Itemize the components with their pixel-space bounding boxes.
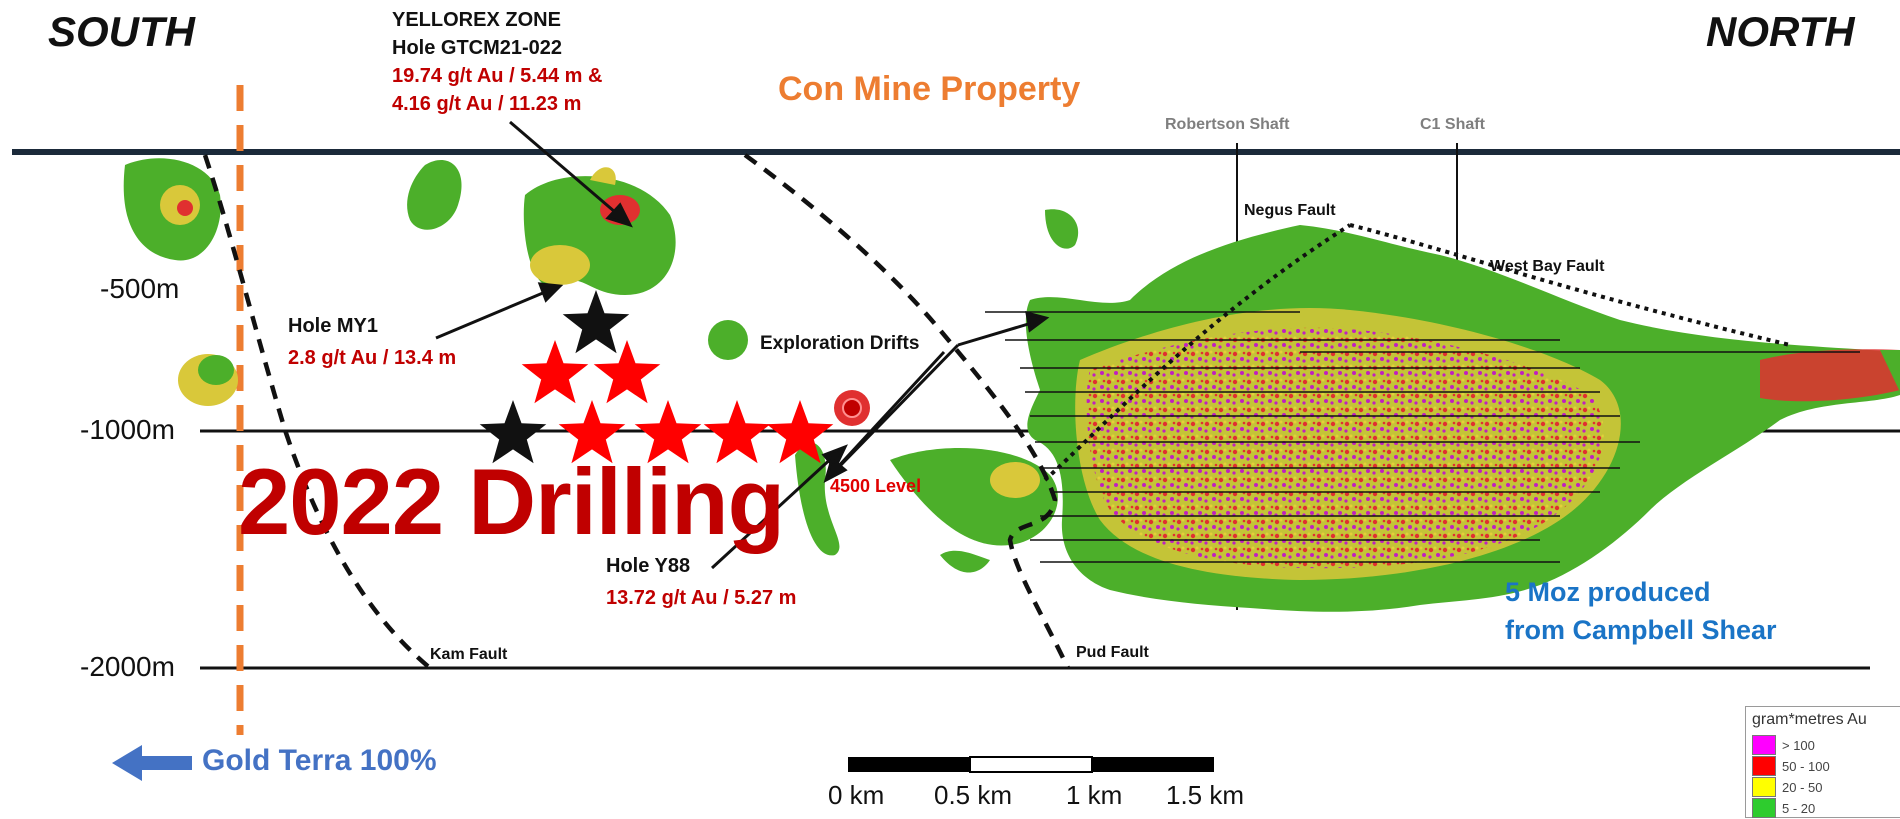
yellorex-hole-label: Hole GTCM21-022 <box>392 37 563 59</box>
production-line-1: 5 Moz produced <box>1505 577 1711 607</box>
gold-terra-arrow-icon <box>112 745 192 781</box>
exploration-drifts-label: Exploration Drifts <box>760 333 920 354</box>
legend-item: 5 - 20 <box>1752 797 1815 819</box>
hole-y88-callout: Hole Y88 13.72 g/t Au / 5.27 m <box>606 552 796 612</box>
yellorex-zone-label: YELLOREX ZONE <box>392 9 561 31</box>
kam-fault-line <box>202 154 432 670</box>
west-bay-fault-label: West Bay Fault <box>1490 258 1605 275</box>
hole-my1-callout: Hole MY1 2.8 g/t Au / 13.4 m <box>288 312 456 372</box>
c1-shaft-label: C1 Shaft <box>1420 116 1485 133</box>
drilling-title: 2022 Drilling <box>238 449 785 554</box>
south-label: SOUTH <box>48 8 195 55</box>
depth-label-1000m: -1000m <box>80 414 175 445</box>
completed-hole-star <box>562 290 630 354</box>
grade-legend: gram*metres Au > 100 50 - 100 20 - 50 5 … <box>1745 706 1900 818</box>
scale-label-05: 0.5 km <box>934 780 1013 810</box>
callout-arrows <box>435 120 1050 570</box>
legend-item-label: 20 - 50 <box>1782 779 1823 795</box>
depth-label-2000m: -2000m <box>80 651 175 682</box>
kam-fault-label: Kam Fault <box>430 646 508 663</box>
legend-swatch <box>1752 735 1776 755</box>
legend-swatch <box>1752 756 1776 776</box>
drill-star <box>634 400 702 464</box>
legend-item: 50 - 100 <box>1752 755 1830 777</box>
hole-y88-label: Hole Y88 <box>606 555 691 577</box>
surface-line <box>12 149 1900 155</box>
legend-item: > 100 <box>1752 734 1815 756</box>
property-label: Con Mine Property <box>778 70 1081 108</box>
scale-label-15: 1.5 km <box>1166 780 1245 810</box>
robertson-shaft-label: Robertson Shaft <box>1165 116 1290 133</box>
yellorex-assay-2: 4.16 g/t Au / 11.23 m <box>392 93 582 115</box>
yellorex-callout: YELLOREX ZONE Hole GTCM21-022 19.74 g/t … <box>392 6 602 118</box>
drill-target-stars <box>521 340 834 464</box>
drill-star <box>703 400 771 464</box>
hole-y88-assay: 13.72 g/t Au / 5.27 m <box>606 587 797 609</box>
production-line-2: from Campbell Shear <box>1505 615 1777 645</box>
scale-label-1: 1 km <box>1066 780 1123 810</box>
negus-fault-label: Negus Fault <box>1244 202 1336 219</box>
legend-title: gram*metres Au <box>1752 711 1867 728</box>
legend-swatch <box>1752 798 1776 818</box>
hole-my1-label: Hole MY1 <box>288 315 379 337</box>
production-callout: 5 Moz produced from Campbell Shear <box>1505 573 1777 649</box>
yellorex-assay-1: 19.74 g/t Au / 5.44 m & <box>392 65 603 87</box>
completed-hole-stars <box>479 290 630 464</box>
legend-item-label: 5 - 20 <box>1782 800 1816 816</box>
mine-drift-lines <box>985 311 1860 563</box>
legend-item-label: 50 - 100 <box>1782 758 1830 774</box>
drill-star <box>593 340 661 404</box>
drill-star <box>766 400 834 464</box>
scale-bar <box>848 756 1214 773</box>
orebody-shapes <box>123 158 1900 612</box>
completed-hole-star <box>479 400 547 464</box>
drill-star <box>558 400 626 464</box>
gold-terra-label: Gold Terra 100% <box>202 744 437 777</box>
pud-fault-line <box>743 153 1071 669</box>
hole-my1-assay: 2.8 g/t Au / 13.4 m <box>288 347 457 369</box>
north-label: NORTH <box>1706 8 1855 55</box>
legend-item-label: > 100 <box>1782 737 1815 753</box>
legend-item: 20 - 50 <box>1752 776 1822 798</box>
pud-fault-label: Pud Fault <box>1076 644 1149 661</box>
legend-swatch <box>1752 777 1776 797</box>
depth-label-500m: -500m <box>100 273 180 304</box>
scale-label-0: 0 km <box>828 780 885 810</box>
drill-star <box>521 340 589 404</box>
level-label: 4500 Level <box>830 476 922 496</box>
